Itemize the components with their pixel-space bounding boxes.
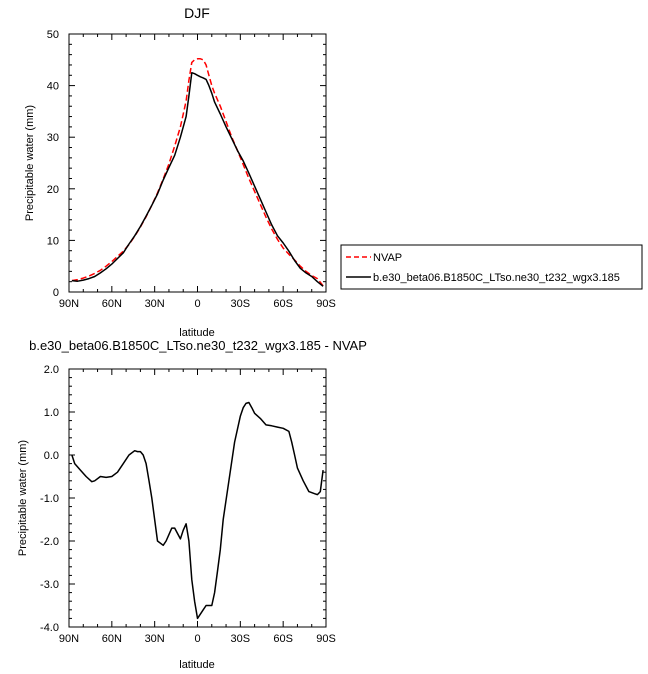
top-xtick-label: 60S [273, 298, 293, 310]
bottom-ylabel: Precipitable water (mm) [17, 440, 29, 556]
bottom-xtick-label: 60S [273, 633, 293, 645]
top-ytick-label: 30 [47, 132, 59, 144]
legend-label-nvap: NVAP [373, 252, 402, 264]
top-xtick-label: 90S [316, 298, 336, 310]
top-x-axis: 90N 60N 30N 0 30S 60S 90S [59, 34, 336, 310]
bottom-ytick-label: -2.0 [40, 536, 59, 548]
bottom-ytick-label: -4.0 [40, 622, 59, 634]
top-ytick-label: 0 [53, 287, 59, 299]
bottom-panel: b.e30_beta06.B1850C_LTso.ne30_t232_wgx3.… [17, 338, 367, 671]
bottom-ytick-label: -3.0 [40, 579, 59, 591]
bottom-xtick-label: 90S [316, 633, 336, 645]
legend-frame [340, 244, 643, 290]
bottom-y-axis: 2.0 1.0 0.0 -1.0 -2.0 -3.0 -4.0 [40, 364, 326, 634]
top-xtick-label: 30N [145, 298, 165, 310]
bottom-xlabel: latitude [179, 659, 214, 671]
top-series-line-1 [71, 71, 324, 287]
bottom-series-line-0 [71, 401, 324, 620]
bottom-plot-area [68, 368, 327, 628]
top-ytick-label: 20 [47, 184, 59, 196]
top-y-axis: 0 10 20 30 40 50 [47, 29, 326, 299]
top-plot-area [68, 33, 327, 293]
top-xtick-label: 90N [59, 298, 79, 310]
bottom-xtick-label: 30S [231, 633, 251, 645]
top-ytick-label: 50 [47, 29, 59, 41]
bottom-ytick-label: 0.0 [44, 450, 59, 462]
top-panel: DJF 90N 60N 30N 0 30S 60S 90S 0 10 20 30 40 50 lati… [24, 5, 336, 339]
legend-label-model: b.e30_beta06.B1850C_LTso.ne30_t232_wgx3.… [373, 272, 620, 284]
bottom-ytick-label: 1.0 [44, 407, 59, 419]
legend: NVAP b.e30_beta06.B1850C_LTso.ne30_t232_… [340, 244, 643, 290]
bottom-title: b.e30_beta06.B1850C_LTso.ne30_t232_wgx3.… [29, 338, 367, 353]
top-xtick-label: 60N [102, 298, 122, 310]
bottom-xtick-label: 0 [194, 633, 200, 645]
bottom-plot-frame [68, 368, 327, 628]
top-series-line-0 [71, 58, 324, 287]
top-ytick-label: 10 [47, 235, 59, 247]
bottom-x-axis: 90N 60N 30N 0 30S 60S 90S [59, 369, 336, 645]
bottom-ytick-label: -1.0 [40, 493, 59, 505]
top-ylabel: Precipitable water (mm) [24, 105, 36, 221]
top-ytick-label: 40 [47, 81, 59, 93]
bottom-xtick-label: 30N [145, 633, 165, 645]
bottom-xtick-label: 60N [102, 633, 122, 645]
bottom-xtick-label: 90N [59, 633, 79, 645]
top-title: DJF [184, 5, 210, 21]
top-xlabel: latitude [179, 327, 214, 339]
bottom-ytick-label: 2.0 [44, 364, 59, 376]
top-xtick-label: 0 [194, 298, 200, 310]
top-xtick-label: 30S [231, 298, 251, 310]
